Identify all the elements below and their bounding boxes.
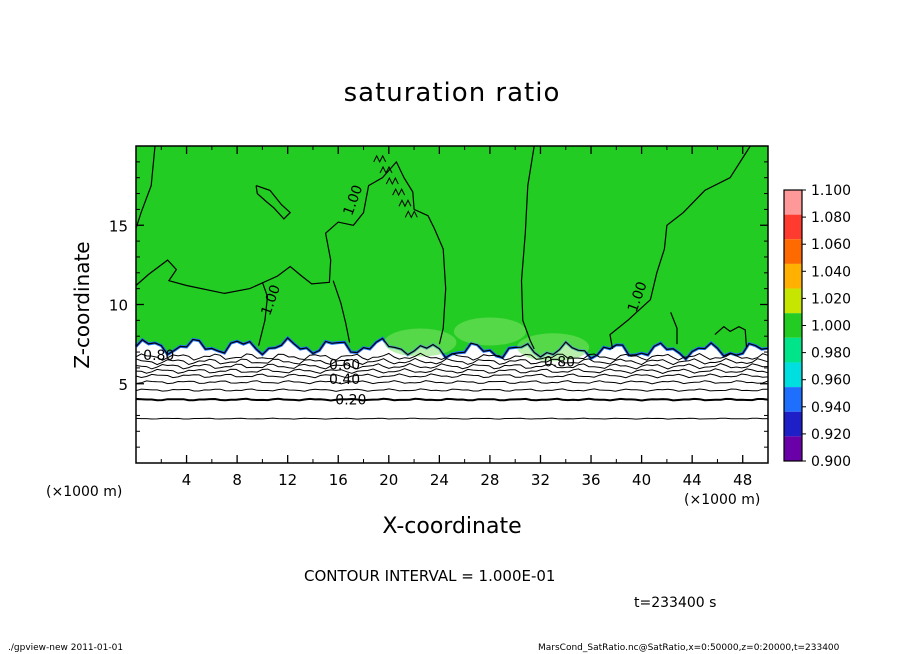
contour-line-1-00-7 [714, 325, 748, 348]
saturated-region [136, 146, 768, 360]
colorbar-label-6: 0.980 [811, 346, 851, 362]
contour-line-lower-3 [135, 368, 769, 375]
x-tick-label-10: 44 [683, 471, 702, 489]
contour-loop-2 [385, 176, 399, 186]
x-tick-label-3: 16 [329, 471, 348, 489]
colorbar-label-4: 1.020 [811, 291, 851, 307]
x-tick-label-1: 8 [232, 471, 242, 489]
contour-loop-5 [404, 210, 418, 219]
colorbar-label-1: 1.080 [811, 210, 851, 226]
contour-line-1-00-5 [609, 145, 751, 350]
contour-interval-note: CONTOUR INTERVAL = 1.000E-01 [304, 567, 556, 585]
x-tick-label-9: 40 [632, 471, 651, 489]
contour-line-lower-7 [135, 397, 769, 402]
y-tick-label-2: 15 [109, 217, 128, 235]
contour-line-lower-5 [135, 380, 769, 385]
contour-line-1-00-3 [332, 280, 351, 343]
colorbar-swatch-1 [784, 214, 802, 240]
x-tick-label-11: 48 [733, 471, 752, 489]
x-tick-label-5: 24 [430, 471, 449, 489]
colorbar-swatch-9 [784, 411, 802, 437]
chart-title: saturation ratio [343, 78, 561, 108]
time-stamp: t=233400 s [634, 595, 717, 611]
colorbar-label-5: 1.000 [811, 319, 851, 335]
colorbar-swatch-8 [784, 387, 802, 412]
contour-label-6: 0.20 [335, 393, 366, 409]
colorbar-label-7: 0.960 [811, 373, 851, 389]
contour-line-lower-8 [135, 417, 769, 420]
footer-program-date: ./gpview-new 2011-01-01 [8, 643, 124, 653]
colorbar-swatch-4 [784, 288, 802, 314]
x-unit-note-left: (×1000 m) [46, 484, 123, 500]
contour-line-lower-4 [135, 373, 769, 379]
y-tick-label-0: 5 [118, 376, 128, 394]
x-tick-label-2: 12 [278, 471, 297, 489]
x-tick-label-8: 36 [581, 471, 600, 489]
field-highlight-1 [453, 317, 526, 346]
contour-line-1-00-0 [135, 145, 156, 229]
contour-label-5: 0.40 [329, 372, 360, 388]
contour-loop-4 [398, 199, 412, 208]
colorbar-swatch-0 [784, 190, 802, 215]
colorbar-swatch-3 [784, 263, 802, 289]
contour-line-1-00-1 [135, 160, 447, 345]
contour-line-lower-2 [135, 362, 769, 370]
contour-line-1-00-8 [255, 185, 292, 220]
footer-data-source: MarsCond_SatRatio.nc@SatRatio,x=0:50000,… [538, 643, 840, 653]
colorbar-swatch-2 [784, 239, 802, 264]
contour-line-1-00-2 [258, 282, 269, 346]
contour-label-3: 0.80 [143, 348, 174, 364]
colorbar-swatch-6 [784, 337, 802, 363]
contour-line-lower-6 [135, 388, 769, 392]
contour-loop-0 [373, 154, 387, 163]
colorbar-label-8: 0.940 [811, 400, 851, 416]
contour-loop-1 [379, 165, 393, 175]
colorbar-label-3: 1.040 [811, 264, 851, 280]
x-tick-label-4: 20 [379, 471, 398, 489]
field-highlight-2 [517, 333, 590, 362]
y-tick-label-1: 10 [109, 297, 128, 315]
x-axis-label: X-coordinate [382, 514, 522, 539]
x-tick-label-6: 28 [480, 471, 499, 489]
colorbar-label-10: 0.900 [811, 454, 851, 470]
colorbar-swatch-10 [784, 436, 802, 461]
contour-line-1-00-4 [520, 145, 535, 350]
colorbar-swatch-7 [784, 362, 802, 388]
colorbar-label-9: 0.920 [811, 427, 851, 443]
colorbar-swatch-5 [784, 313, 802, 338]
field-highlight-0 [384, 328, 457, 357]
contour-line-1-00-6 [670, 312, 678, 345]
x-tick-label-7: 32 [531, 471, 550, 489]
colorbar-label-2: 1.060 [811, 237, 851, 253]
x-tick-label-0: 4 [182, 471, 192, 489]
contour-loop-3 [392, 188, 406, 197]
contour-label-7: 0.80 [544, 355, 575, 371]
contour-line-1-00-boundary [135, 337, 769, 360]
colorbar-label-0: 1.100 [811, 183, 851, 199]
contour-line-lower-1 [135, 357, 769, 366]
contour-label-4: 0.60 [329, 358, 360, 374]
x-unit-note-right: (×1000 m) [684, 492, 761, 508]
